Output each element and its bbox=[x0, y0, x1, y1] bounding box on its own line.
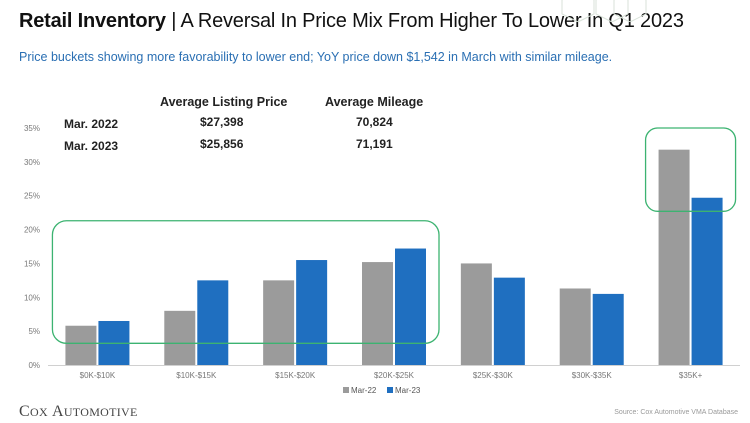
bar-mar-23 bbox=[691, 197, 723, 365]
y-tick-label: 5% bbox=[28, 327, 40, 336]
x-tick-label: $15K-$20K bbox=[275, 371, 316, 380]
table-cell-mileage: 71,191 bbox=[356, 137, 393, 151]
table-row-label: Mar. 2023 bbox=[64, 139, 119, 153]
y-tick-label: 15% bbox=[24, 259, 40, 268]
bar-mar-23 bbox=[592, 293, 624, 365]
bar-mar-22 bbox=[559, 288, 591, 365]
legend-entry: Mar-23 bbox=[395, 386, 421, 395]
cox-automotive-logo: COX AUTOMOTIVE bbox=[19, 403, 138, 420]
title-rest: | A Reversal In Price Mix From Higher To… bbox=[165, 10, 684, 32]
table-header-mileage: Average Mileage bbox=[325, 95, 424, 109]
highlight-box-lower-prices bbox=[51, 220, 440, 344]
bar-mar-22 bbox=[460, 263, 492, 365]
bar-mar-22 bbox=[263, 280, 295, 365]
table-cell-price: $25,856 bbox=[200, 137, 244, 151]
bar-mar-22 bbox=[164, 310, 196, 365]
bar-mar-23 bbox=[395, 248, 426, 365]
table-cell-mileage: 70,824 bbox=[356, 115, 393, 129]
bar-mar-22 bbox=[65, 325, 97, 365]
bar-mar-23 bbox=[296, 260, 328, 365]
legend-swatch bbox=[387, 387, 393, 393]
x-tick-label: $10K-$15K bbox=[176, 371, 217, 380]
x-tick-label: $35K+ bbox=[679, 371, 703, 380]
y-tick-label: 0% bbox=[28, 361, 40, 370]
table-row-label: Mar. 2022 bbox=[64, 117, 119, 131]
bar-mar-23 bbox=[493, 277, 525, 365]
y-tick-label: 35% bbox=[24, 124, 40, 133]
page-subtitle: Price buckets showing more favorability … bbox=[19, 50, 613, 64]
x-tick-label: $25K-$30K bbox=[473, 371, 514, 380]
title-strong: Retail Inventory bbox=[19, 10, 166, 32]
bar-mar-22 bbox=[658, 149, 690, 365]
bar-mar-22 bbox=[362, 262, 393, 365]
highlight-box-top-bucket bbox=[644, 127, 737, 212]
page-title: Retail Inventory | A Reversal In Price M… bbox=[19, 10, 739, 33]
x-tick-label: $30K-$35K bbox=[572, 371, 613, 380]
legend-swatch bbox=[343, 387, 349, 393]
x-tick-label: $20K-$25K bbox=[374, 371, 415, 380]
source-note: Source: Cox Automotive VMA Database bbox=[614, 409, 738, 416]
legend-entry: Mar-22 bbox=[351, 386, 377, 395]
y-tick-label: 25% bbox=[24, 192, 40, 201]
y-tick-label: 30% bbox=[24, 158, 40, 167]
bar-mar-23 bbox=[197, 280, 229, 365]
table-cell-price: $27,398 bbox=[200, 115, 244, 129]
y-tick-label: 10% bbox=[24, 293, 40, 302]
y-tick-label: 20% bbox=[24, 226, 40, 235]
table-header-price: Average Listing Price bbox=[160, 95, 288, 109]
x-tick-label: $0K-$10K bbox=[80, 371, 116, 380]
